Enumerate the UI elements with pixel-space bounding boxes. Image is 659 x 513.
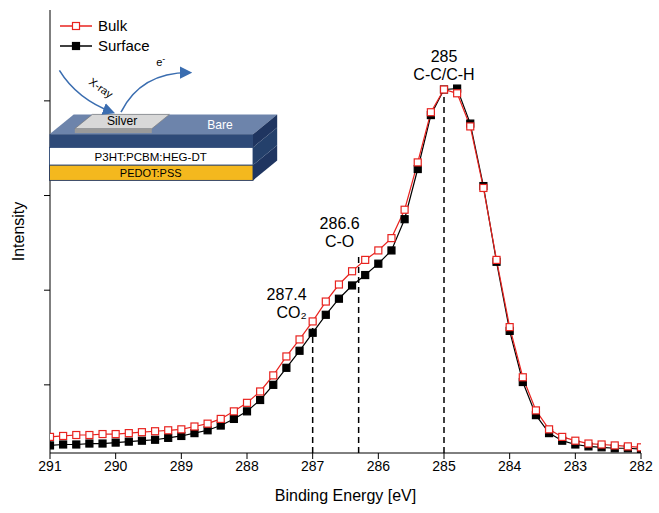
svg-text:P3HT:PCBM:HEG-DT: P3HT:PCBM:HEG-DT: [95, 151, 207, 163]
svg-text:291: 291: [38, 458, 62, 474]
svg-text:285: 285: [431, 48, 458, 65]
svg-text:287: 287: [301, 458, 325, 474]
svg-text:X-ray: X-ray: [87, 75, 116, 100]
svg-text:285: 285: [432, 458, 456, 474]
svg-text:289: 289: [170, 458, 194, 474]
svg-text:283: 283: [564, 458, 588, 474]
svg-text:287.4: 287.4: [267, 286, 307, 303]
svg-text:C-C/C-H: C-C/C-H: [413, 66, 474, 83]
svg-text:Binding Energy [eV]: Binding Energy [eV]: [275, 487, 416, 504]
svg-text:284: 284: [498, 458, 522, 474]
svg-text:286: 286: [367, 458, 391, 474]
svg-text:286.6: 286.6: [320, 215, 360, 232]
svg-text:C-O: C-O: [325, 233, 354, 250]
svg-text:Intensity: Intensity: [10, 202, 27, 262]
svg-text:Bare: Bare: [207, 118, 233, 132]
svg-text:CO₂: CO₂: [276, 304, 306, 321]
svg-text:Silver: Silver: [107, 114, 137, 128]
svg-text:e-: e-: [156, 54, 165, 68]
svg-text:288: 288: [235, 458, 259, 474]
svg-text:PEDOT:PSS: PEDOT:PSS: [120, 167, 182, 179]
svg-text:290: 290: [104, 458, 128, 474]
svg-text:282: 282: [629, 458, 653, 474]
svg-text:Surface: Surface: [98, 37, 150, 54]
svg-text:Bulk: Bulk: [98, 17, 128, 34]
